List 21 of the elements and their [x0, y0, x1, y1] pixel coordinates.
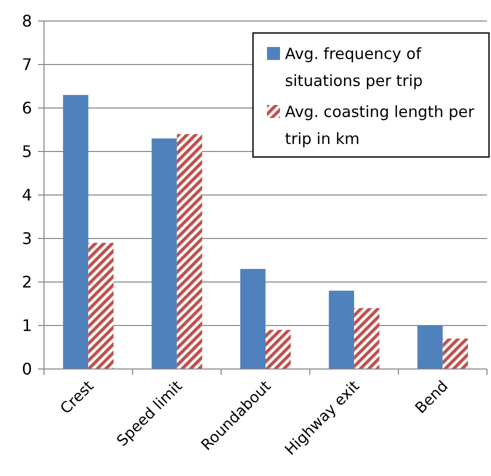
- bar: [240, 268, 266, 369]
- y-tick-label: 5: [22, 142, 32, 162]
- y-tick-label: 0: [22, 360, 32, 379]
- bar: [266, 330, 291, 369]
- bar: [417, 326, 443, 369]
- legend-label: Avg. coasting length per trip in km: [285, 103, 475, 148]
- y-tick-label: 8: [22, 12, 32, 31]
- y-tick-label: 6: [22, 98, 32, 118]
- bar: [354, 308, 380, 369]
- y-tick-label: 2: [22, 272, 32, 292]
- y-tick-label: 3: [22, 229, 32, 248]
- bar: [152, 138, 177, 369]
- y-tick-label: 7: [22, 55, 32, 74]
- y-tick-label: 1: [22, 316, 32, 336]
- bar: [88, 242, 114, 369]
- bar: [176, 134, 202, 369]
- bar: [328, 290, 354, 369]
- y-tick-label: 4: [22, 186, 32, 205]
- legend-label: Avg. frequency of situations per trip: [285, 45, 423, 90]
- bar: [63, 94, 88, 369]
- bar: [442, 338, 468, 369]
